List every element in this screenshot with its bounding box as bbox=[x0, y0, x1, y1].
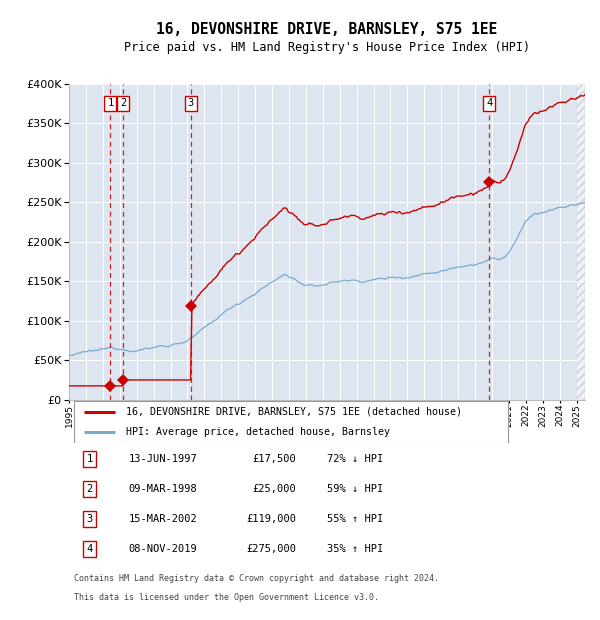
Text: 15-MAR-2002: 15-MAR-2002 bbox=[128, 514, 197, 524]
Text: £119,000: £119,000 bbox=[246, 514, 296, 524]
Text: Price paid vs. HM Land Registry's House Price Index (HPI): Price paid vs. HM Land Registry's House … bbox=[124, 41, 530, 53]
Text: HPI: Average price, detached house, Barnsley: HPI: Average price, detached house, Barn… bbox=[126, 427, 390, 436]
Text: This data is licensed under the Open Government Licence v3.0.: This data is licensed under the Open Gov… bbox=[74, 593, 379, 602]
Text: 13-JUN-1997: 13-JUN-1997 bbox=[128, 454, 197, 464]
Text: 2: 2 bbox=[120, 99, 126, 108]
Text: 4: 4 bbox=[486, 99, 493, 108]
Text: 3: 3 bbox=[188, 99, 194, 108]
Text: 08-NOV-2019: 08-NOV-2019 bbox=[128, 544, 197, 554]
Text: 59% ↓ HPI: 59% ↓ HPI bbox=[327, 484, 383, 494]
Text: £17,500: £17,500 bbox=[252, 454, 296, 464]
Text: 16, DEVONSHIRE DRIVE, BARNSLEY, S75 1EE: 16, DEVONSHIRE DRIVE, BARNSLEY, S75 1EE bbox=[157, 22, 497, 37]
Text: £25,000: £25,000 bbox=[252, 484, 296, 494]
Text: 72% ↓ HPI: 72% ↓ HPI bbox=[327, 454, 383, 464]
Polygon shape bbox=[577, 84, 585, 400]
Text: 3: 3 bbox=[86, 514, 93, 524]
Text: 35% ↑ HPI: 35% ↑ HPI bbox=[327, 544, 383, 554]
Text: 09-MAR-1998: 09-MAR-1998 bbox=[128, 484, 197, 494]
Text: 2: 2 bbox=[86, 484, 93, 494]
Text: 4: 4 bbox=[86, 544, 93, 554]
FancyBboxPatch shape bbox=[74, 401, 508, 443]
Text: 55% ↑ HPI: 55% ↑ HPI bbox=[327, 514, 383, 524]
Text: 1: 1 bbox=[86, 454, 93, 464]
Text: 16, DEVONSHIRE DRIVE, BARNSLEY, S75 1EE (detached house): 16, DEVONSHIRE DRIVE, BARNSLEY, S75 1EE … bbox=[126, 407, 462, 417]
Text: £275,000: £275,000 bbox=[246, 544, 296, 554]
Text: 1: 1 bbox=[107, 99, 113, 108]
Text: Contains HM Land Registry data © Crown copyright and database right 2024.: Contains HM Land Registry data © Crown c… bbox=[74, 574, 439, 583]
